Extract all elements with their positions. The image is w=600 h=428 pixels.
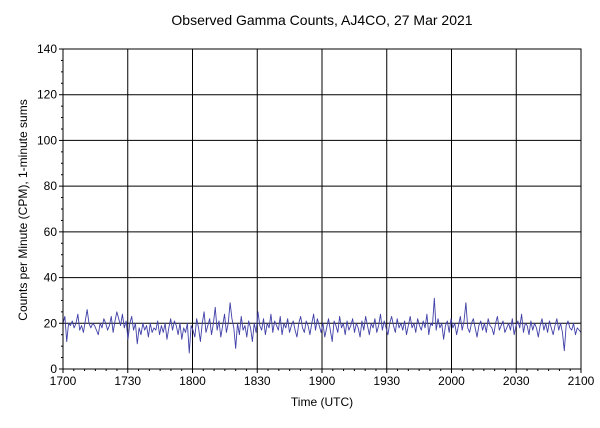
y-tick-label: 20 <box>44 316 58 330</box>
y-tick-label: 0 <box>50 362 57 376</box>
x-tick-label: 1730 <box>114 374 141 388</box>
x-tick-label: 1830 <box>244 374 271 388</box>
y-tick-label: 100 <box>37 133 57 147</box>
y-axis-title: Counts per Minute (CPM), 1-minute sums <box>16 99 30 320</box>
y-tick-label: 60 <box>44 225 58 239</box>
x-tick-label: 2000 <box>438 374 465 388</box>
x-tick-label: 1930 <box>373 374 400 388</box>
series-layer <box>62 297 582 354</box>
x-tick-label: 1900 <box>309 374 336 388</box>
x-tick-label: 1800 <box>179 374 206 388</box>
y-tick-label: 140 <box>37 42 57 56</box>
x-tick-label: 1700 <box>50 374 77 388</box>
y-axis-ticks: 0 20 40 60 80 100 120 140 <box>37 42 63 376</box>
x-axis-title: Time (UTC) <box>291 395 353 409</box>
chart-title: Observed Gamma Counts, AJ4CO, 27 Mar 202… <box>171 12 472 28</box>
grid-lines <box>63 49 581 369</box>
y-tick-label: 120 <box>37 88 57 102</box>
y-tick-label: 40 <box>44 271 58 285</box>
series-line <box>62 297 582 354</box>
x-tick-label: 2030 <box>503 374 530 388</box>
x-axis-ticks: 1700 1730 1800 1830 1900 1930 2000 2030 2100 <box>50 369 595 388</box>
x-tick-label: 2100 <box>568 374 595 388</box>
y-tick-label: 80 <box>44 179 58 193</box>
